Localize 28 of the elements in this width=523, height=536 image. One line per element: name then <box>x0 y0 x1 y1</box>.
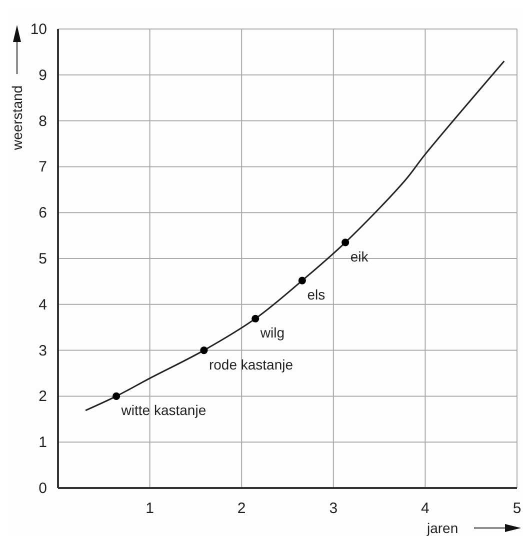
y-tick-label: 5 <box>38 250 47 268</box>
point <box>252 314 260 322</box>
y-tick-label: 6 <box>38 204 47 222</box>
x-tick-label: 3 <box>329 500 338 517</box>
y-axis-title: weerstand <box>9 85 25 151</box>
y-tick-label: 8 <box>38 112 47 130</box>
x-tick-label: 2 <box>237 500 246 517</box>
annotation: wilg <box>259 324 284 341</box>
annotation: witte kastanje <box>120 402 206 418</box>
y-tick-label: 2 <box>38 388 47 406</box>
x-tick-label: 4 <box>421 500 430 517</box>
x-axis-title: jaren <box>426 520 458 536</box>
annotation: rode kastanje <box>208 356 294 372</box>
y-tick-label: 9 <box>38 66 47 84</box>
x-tick-label: 5 <box>512 500 522 517</box>
point <box>200 346 208 354</box>
y-tick-label: 7 <box>38 158 47 176</box>
annotation: els <box>307 286 326 303</box>
point <box>342 238 350 246</box>
y-tick-label: 3 <box>38 342 47 360</box>
point <box>112 392 120 400</box>
y-tick-label: 10 <box>30 21 47 38</box>
y-tick-label: 4 <box>38 296 47 314</box>
y-tick-label: 0 <box>38 480 47 497</box>
x-tick-label: 1 <box>146 500 154 517</box>
y-tick-label: 1 <box>38 434 47 452</box>
annotation: eik <box>350 248 370 264</box>
point <box>298 276 306 284</box>
